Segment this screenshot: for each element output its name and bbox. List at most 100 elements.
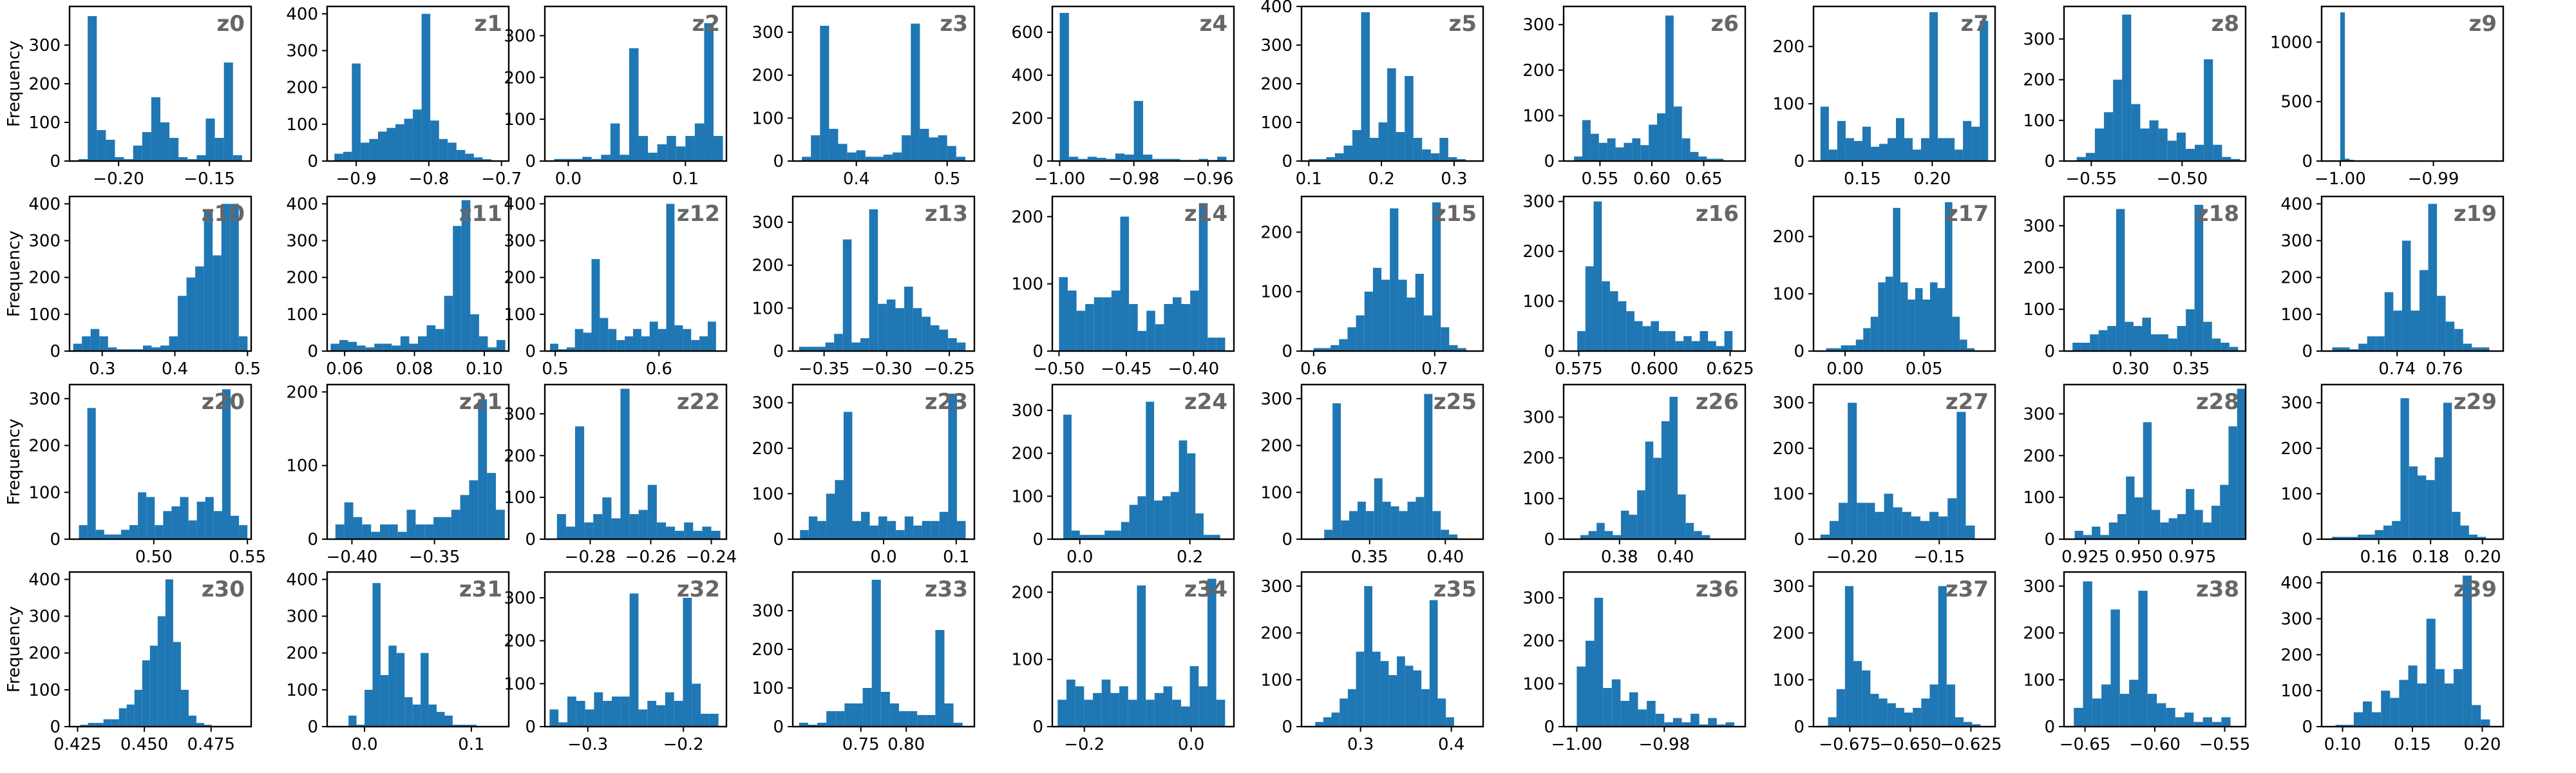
histogram-bar	[550, 343, 558, 351]
histogram-bar	[134, 349, 143, 351]
axis-frame	[544, 195, 728, 352]
x-tick-label: 0.5	[234, 359, 261, 379]
histogram-bar	[1626, 311, 1634, 351]
x-tick-label: 0.6	[1300, 359, 1327, 379]
histogram-bar	[1963, 120, 1972, 161]
histogram-bar	[2399, 680, 2409, 727]
histogram-bar	[460, 725, 469, 727]
histogram-bar	[1066, 679, 1075, 727]
y-tick-label: 300	[28, 607, 61, 627]
histogram-bar	[1152, 158, 1162, 161]
histogram-bar	[2444, 683, 2454, 727]
histogram-bar	[1826, 348, 1834, 351]
y-tick-label: 100	[504, 488, 536, 508]
histogram-bar	[204, 211, 213, 351]
histogram-bar	[453, 225, 462, 351]
histogram-bar	[1945, 202, 1953, 351]
histogram-bar	[1908, 300, 1915, 351]
histogram-bar	[435, 329, 444, 351]
y-tick-label: 200	[1260, 223, 1293, 242]
histogram-bar	[632, 329, 641, 351]
histogram-bar	[2229, 347, 2239, 351]
histogram-panel-z36: −1.00 −0.98 0 100 200 300 z36	[1522, 571, 1747, 754]
histogram-bar	[2376, 336, 2385, 351]
histogram-bar	[1387, 68, 1396, 161]
histogram-bar	[826, 493, 835, 539]
y-tick-label: 200	[504, 269, 536, 288]
histogram-bar	[2463, 343, 2472, 351]
y-tick-label: 100	[1260, 483, 1293, 502]
histogram-panel-z19: 0.74 0.76 0 100 200 300 400 z19	[2280, 195, 2505, 379]
histogram-bar	[2211, 338, 2221, 351]
histogram-bar	[469, 480, 478, 539]
panel-title: z5	[1449, 11, 1477, 37]
histogram-bar	[222, 389, 231, 539]
histogram-bar	[554, 158, 564, 161]
histogram-bar	[1893, 507, 1902, 539]
x-tick-label: 0.3	[89, 359, 115, 379]
x-tick-label: 0.4	[162, 359, 188, 379]
x-tick-label: −0.2	[663, 735, 704, 754]
x-tick-label: 0.5	[934, 169, 960, 189]
histogram-bar	[808, 347, 817, 351]
axis-frame	[326, 5, 510, 162]
x-tick-label: 0.7	[1421, 359, 1448, 379]
histogram-bar	[948, 394, 957, 539]
histogram-bar	[2477, 537, 2486, 539]
histogram-bar	[1715, 158, 1724, 161]
histogram-bar	[1596, 522, 1605, 539]
histogram-bar	[1665, 15, 1674, 162]
histogram-bar	[2340, 12, 2345, 162]
y-tick-label: 0	[773, 342, 784, 361]
histogram-bar	[2409, 466, 2418, 539]
histogram-bar	[1380, 661, 1389, 727]
y-tick-label: 300	[2023, 216, 2055, 236]
histogram-bar	[428, 704, 437, 727]
axis-frame	[791, 5, 976, 162]
x-tick-label: −0.99	[2408, 169, 2459, 189]
histogram-bar	[1629, 692, 1638, 727]
x-tick-label: 0.20	[2464, 548, 2501, 567]
y-tick-label: 300	[1260, 36, 1293, 55]
x-tick-label: 0.0	[555, 169, 582, 189]
histogram-bar	[1879, 144, 1888, 161]
histogram-bar	[1590, 133, 1599, 161]
histogram-bar	[926, 715, 936, 727]
histogram-bar	[1352, 130, 1361, 161]
histogram-bar	[1364, 291, 1373, 351]
histogram-bar	[133, 146, 142, 161]
histogram-bar	[574, 329, 583, 351]
y-tick-label: 300	[2023, 30, 2055, 50]
histogram-bar	[638, 709, 648, 727]
histogram-bar	[902, 135, 911, 161]
histogram-bar	[388, 645, 397, 727]
histogram-bar	[1057, 700, 1066, 727]
histogram-bar	[377, 131, 387, 161]
y-tick-label: 0	[1794, 530, 1804, 549]
y-tick-label: 200	[286, 269, 318, 288]
histogram-bar	[1653, 457, 1662, 539]
histogram-bar	[1879, 698, 1888, 727]
histogram-bar	[2098, 330, 2108, 351]
histogram-bar	[125, 349, 135, 351]
y-tick-label: 200	[2023, 71, 2055, 90]
panel-title: z24	[1184, 389, 1227, 415]
histogram-panel-z1: −0.9 −0.8 −0.7 0 100 200 300 400 z1	[286, 5, 522, 189]
y-tick-label: 100	[1260, 113, 1293, 133]
histogram-bar	[413, 110, 422, 161]
histogram-bar	[1629, 515, 1638, 539]
y-tick-label: 0	[50, 342, 61, 361]
y-tick-label: 0	[1282, 152, 1293, 171]
histogram-bar	[1594, 598, 1604, 727]
histogram-bar	[584, 522, 594, 539]
histogram-bar	[2222, 157, 2231, 161]
histogram-bar	[1406, 297, 1416, 351]
histogram-bar	[1097, 158, 1106, 161]
histogram-bar	[2335, 725, 2345, 727]
histogram-bar	[1323, 717, 1332, 727]
histogram-bar	[180, 497, 189, 539]
histogram-bar	[913, 308, 922, 351]
histogram-bar	[396, 653, 405, 727]
histogram-bar	[223, 62, 233, 161]
histogram-bar	[1059, 277, 1068, 351]
